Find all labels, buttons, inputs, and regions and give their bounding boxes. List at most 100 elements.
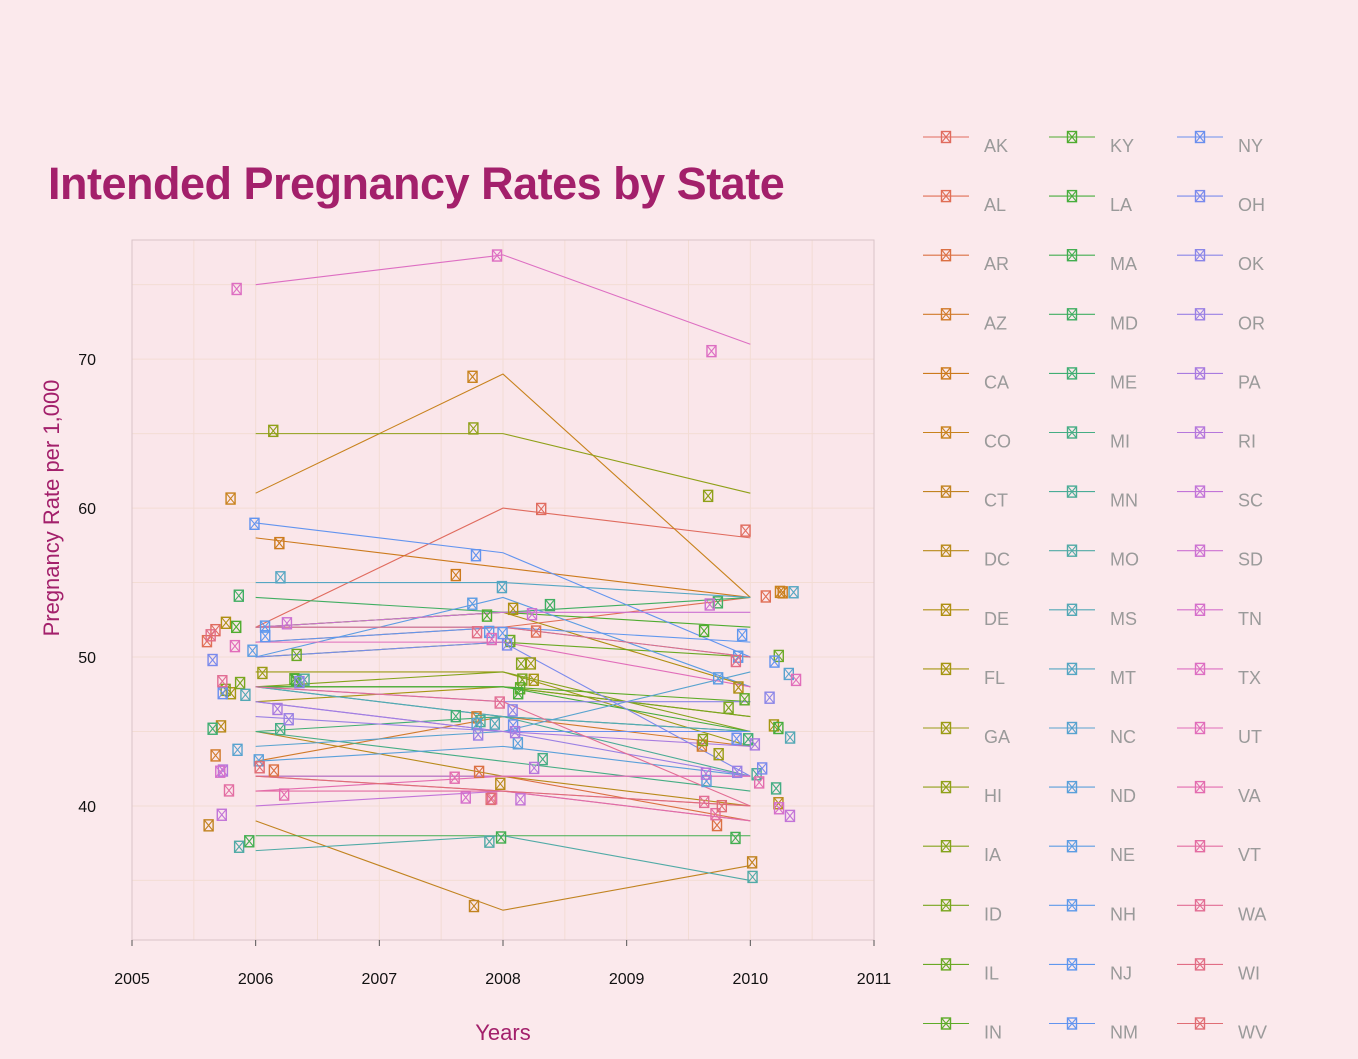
marker-cross [513, 687, 524, 700]
data-point-NH [483, 625, 495, 639]
marker-box [1194, 721, 1206, 735]
marker-box [774, 585, 786, 599]
legend-item-MA: MA [1049, 248, 1137, 274]
marker-box [495, 777, 506, 790]
marker-box [784, 809, 796, 823]
legend-marker [1066, 840, 1078, 853]
marker-box [1194, 189, 1206, 203]
marker-cross [510, 726, 521, 738]
marker-box [274, 536, 285, 550]
marker-box [731, 732, 742, 745]
marker-cross [467, 597, 478, 610]
series-line-LA [255, 686, 751, 733]
legend-item-MD: MD [1049, 308, 1138, 333]
legend-label: AR [984, 254, 1009, 274]
data-point-VA [449, 771, 460, 784]
legend-item-MS: MS [1049, 603, 1137, 629]
y-axis: 40 50 60 70 [78, 352, 96, 816]
data-point-CT [468, 899, 480, 913]
marker-cross [1195, 308, 1205, 321]
data-point-AK [536, 502, 547, 516]
marker-box [790, 673, 802, 687]
legend-marker [940, 426, 952, 439]
marker-cross [941, 1017, 951, 1030]
marker-cross [747, 871, 758, 883]
marker-box [231, 620, 242, 634]
marker-cross [699, 796, 710, 808]
marker-box [1194, 367, 1206, 380]
marker-cross [757, 762, 768, 775]
marker-cross [941, 781, 951, 793]
data-point-AL [760, 590, 772, 603]
data-point-IA [515, 657, 527, 670]
marker-box [494, 696, 505, 709]
marker-box [484, 835, 495, 848]
marker-box [205, 629, 216, 642]
data-point-TX [491, 249, 503, 262]
marker-box [713, 748, 724, 761]
data-point-NH [732, 650, 744, 663]
legend-marker [1066, 189, 1078, 203]
data-point-KY [231, 620, 242, 634]
marker-box [220, 683, 231, 697]
legend-marker [1194, 662, 1206, 676]
marker-cross [215, 765, 226, 778]
marker-cross [449, 771, 460, 784]
marker-cross [207, 654, 218, 666]
series-line-NM [255, 522, 751, 658]
marker-cross [760, 590, 771, 603]
legend-marker [1066, 958, 1078, 971]
legend-label: LA [1110, 195, 1132, 215]
marker-cross [1067, 426, 1077, 439]
marker-box [1066, 780, 1078, 794]
series-line-TX [255, 254, 751, 345]
marker-cross [537, 753, 548, 765]
data-point-TN [460, 791, 471, 804]
marker-cross [1067, 899, 1077, 912]
marker-cross [769, 655, 780, 668]
marker-box [491, 249, 503, 262]
y-tick-label: 40 [78, 799, 96, 816]
marker-cross [529, 762, 540, 774]
marker-cross [207, 722, 218, 735]
marker-cross [221, 616, 231, 629]
marker-box [733, 681, 744, 694]
marker-cross [1195, 1017, 1205, 1030]
marker-box [940, 248, 952, 262]
marker-box [512, 687, 524, 700]
legend-item-MO: MO [1049, 544, 1139, 570]
legend-label: WV [1238, 1023, 1267, 1043]
marker-box [1066, 485, 1078, 498]
marker-box [732, 765, 743, 779]
marker-box [698, 795, 710, 809]
data-point-SD [281, 617, 293, 630]
marker-cross [730, 655, 741, 667]
legend-label: VT [1238, 845, 1261, 865]
data-point-OK [294, 675, 305, 689]
data-point-MS [784, 731, 796, 744]
marker-cross [740, 524, 751, 537]
data-point-HI [268, 424, 279, 438]
data-point-NM [769, 655, 780, 668]
marker-box [756, 762, 768, 775]
data-point-PA [509, 725, 521, 739]
marker-box [489, 717, 501, 730]
marker-box [278, 788, 290, 801]
data-point-KY [698, 624, 710, 638]
legend-item-DC: DC [923, 544, 1010, 570]
data-point-DE [220, 616, 232, 629]
marker-box [234, 676, 246, 690]
series-line-MS [255, 686, 751, 733]
marker-cross [502, 638, 512, 651]
marker-cross [495, 777, 506, 790]
marker-cross [730, 832, 741, 844]
marker-box [940, 899, 952, 912]
marker-box [207, 722, 218, 735]
marker-box [940, 544, 952, 557]
data-point-LA [512, 687, 524, 700]
legend-label: CA [984, 372, 1009, 392]
marker-box [940, 308, 952, 321]
marker-cross [485, 793, 496, 805]
marker-box [275, 571, 286, 584]
